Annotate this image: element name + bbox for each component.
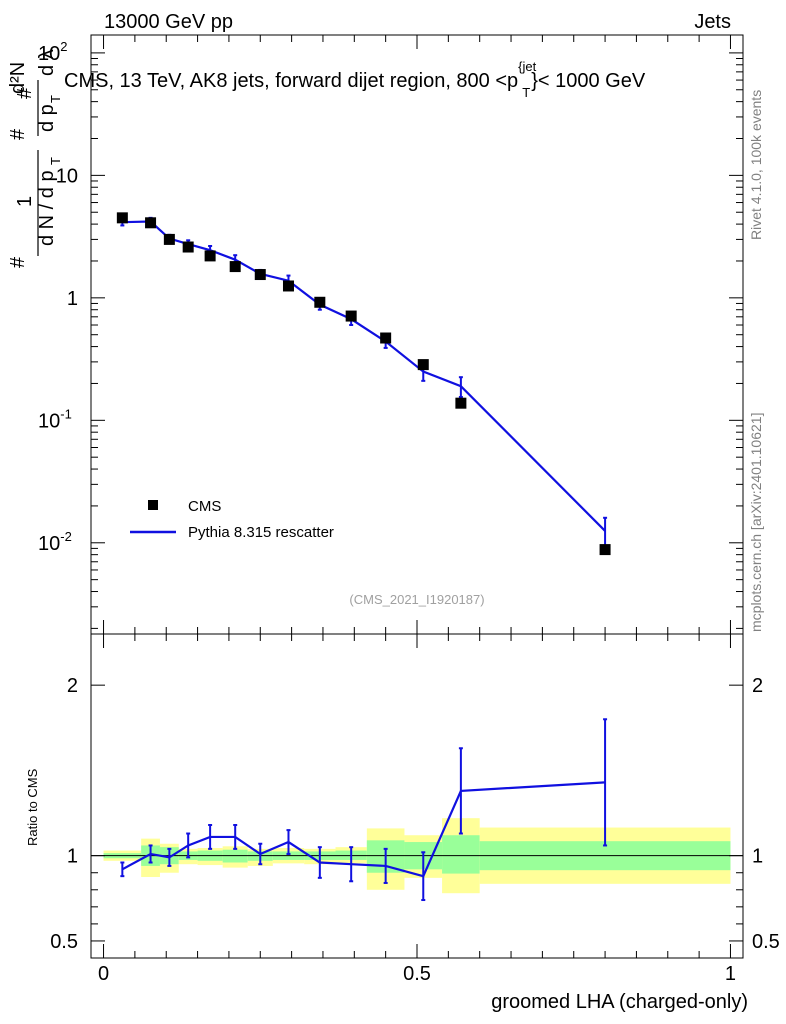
cms-data-point bbox=[380, 332, 392, 344]
svg-text:T: T bbox=[48, 157, 63, 165]
legend: CMS Pythia 8.315 rescatter bbox=[130, 498, 334, 541]
svg-text:T: T bbox=[48, 95, 63, 103]
svg-text:d N / d p: d N / d p bbox=[36, 170, 58, 246]
source-label: mcplots.cern.ch [arXiv:2401.10621] bbox=[748, 413, 764, 632]
cms-data-point bbox=[599, 544, 611, 556]
y-tick-label: 1 bbox=[67, 288, 78, 310]
cms-data-point bbox=[345, 310, 357, 322]
svg-text:#: # bbox=[7, 256, 29, 268]
ratio-frame bbox=[90, 633, 744, 959]
cms-data-point bbox=[182, 241, 194, 253]
y-tick-label: 10 bbox=[56, 165, 78, 187]
cms-data-point bbox=[116, 212, 128, 224]
svg-text:d²N: d²N bbox=[7, 62, 29, 94]
x-tick-label: 0.5 bbox=[403, 963, 431, 985]
ratio-band-inner bbox=[442, 835, 480, 874]
process-label: Jets bbox=[694, 11, 731, 33]
legend-marker-cms bbox=[148, 500, 158, 510]
ratio-y-tick-label-right: 1 bbox=[752, 846, 763, 868]
ratio-y-tick-label-right: 2 bbox=[752, 675, 763, 697]
main-plot-area bbox=[116, 212, 611, 556]
cms-data-point bbox=[145, 217, 157, 229]
cms-data-point bbox=[314, 296, 326, 308]
cms-data-point bbox=[282, 280, 294, 292]
svg-text:1: 1 bbox=[14, 196, 36, 207]
svg-text:#: # bbox=[14, 87, 36, 99]
beam-label: 13000 GeV pp bbox=[104, 11, 233, 33]
y-tick-label: 10-1 bbox=[38, 406, 72, 432]
ratio-line bbox=[121, 781, 606, 878]
ratio-panel: 0.5 0.5 1 1 2 2 0 0.5 1 bbox=[50, 633, 780, 985]
ratio-plot-area bbox=[120, 718, 608, 902]
cms-data-point bbox=[229, 261, 241, 273]
cms-data-point bbox=[254, 269, 266, 281]
cms-data-point bbox=[163, 233, 175, 245]
svg-text:d p: d p bbox=[36, 104, 58, 132]
y-tick-label: 10-2 bbox=[38, 529, 72, 555]
x-axis-label: groomed LHA (charged-only) bbox=[491, 991, 748, 1013]
cms-data-point bbox=[417, 359, 429, 371]
y-tick-label: 102 bbox=[38, 39, 67, 65]
x-tick-label: 0 bbox=[98, 963, 109, 985]
svg-text:#: # bbox=[7, 128, 29, 140]
cms-data-point bbox=[204, 250, 216, 262]
main-y-axis-label: # d N / d p T 1 # d p T # d λ d²N bbox=[7, 49, 63, 268]
legend-label-cms: CMS bbox=[188, 498, 221, 515]
analysis-watermark: (CMS_2021_I1920187) bbox=[349, 592, 484, 607]
main-frame bbox=[90, 34, 744, 635]
ratio-y-tick-label: 2 bbox=[67, 675, 78, 697]
legend-label-pythia: Pythia 8.315 rescatter bbox=[188, 524, 334, 541]
cms-data-point bbox=[455, 397, 467, 409]
plot-title: CMS, 13 TeV, AK8 jets, forward dijet reg… bbox=[64, 59, 646, 100]
ratio-y-tick-label: 1 bbox=[67, 846, 78, 868]
ratio-y-tick-label: 0.5 bbox=[50, 931, 78, 953]
ratio-y-axis-label: Ratio to CMS bbox=[25, 768, 40, 846]
x-tick-label: 1 bbox=[725, 963, 736, 985]
svg-text:d λ: d λ bbox=[36, 49, 58, 76]
ratio-y-tick-label-right: 0.5 bbox=[752, 931, 780, 953]
rivet-label: Rivet 4.1.0, 100k events bbox=[748, 90, 764, 240]
mc-line bbox=[122, 220, 606, 532]
